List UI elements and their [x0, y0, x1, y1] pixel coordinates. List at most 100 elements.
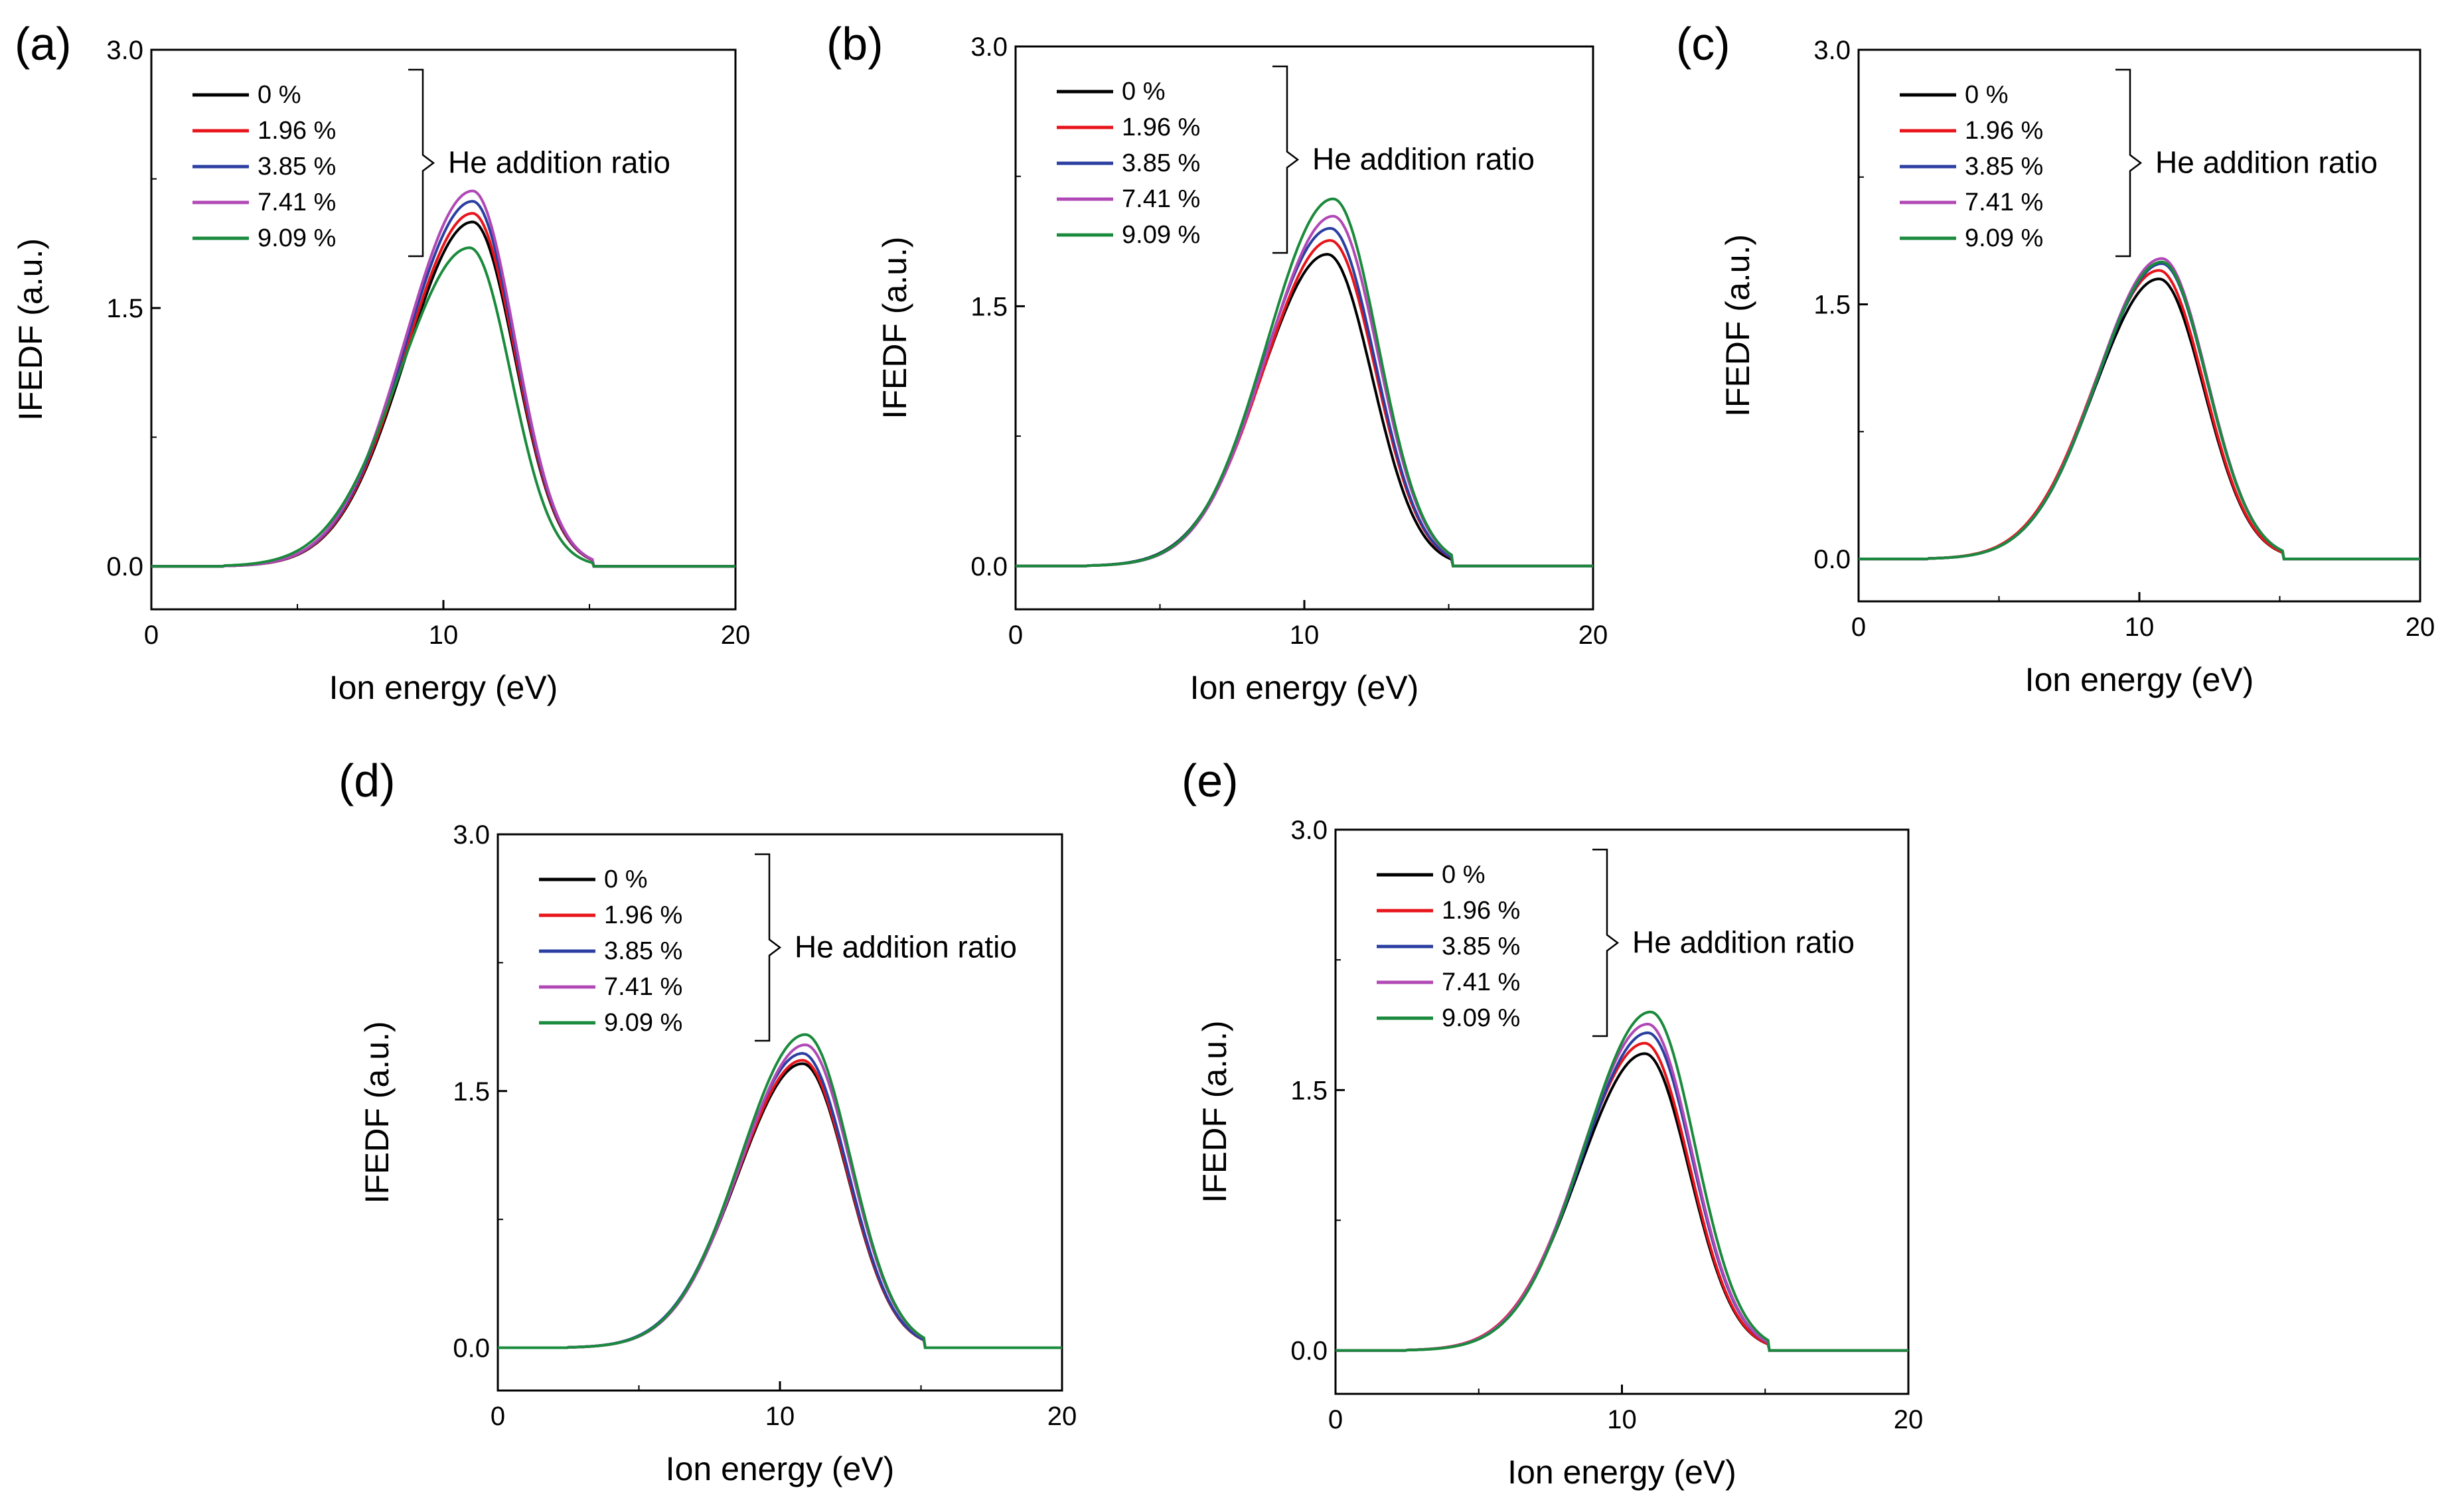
legend-label: 0 % — [604, 866, 647, 893]
y-tick-label: 1.5 — [453, 1077, 490, 1106]
series-line — [1016, 239, 1593, 567]
legend-annotation: He addition ratio — [1312, 142, 1535, 177]
series-line — [1859, 269, 2420, 561]
legend-annotation: He addition ratio — [2155, 145, 2378, 180]
series-line — [1336, 1010, 1908, 1352]
panel-label: (a) — [15, 18, 72, 70]
legend-label: 7.41 % — [1122, 185, 1200, 213]
x-tick-label: 10 — [429, 621, 459, 650]
y-tick-label: 0.0 — [970, 552, 1008, 581]
x-tick-label: 10 — [2125, 613, 2155, 642]
legend-label: 3.85 % — [1965, 153, 2043, 181]
legend-label: 9.09 % — [258, 224, 336, 252]
series-line — [1859, 277, 2420, 561]
legend-label: 1.96 % — [258, 117, 336, 145]
x-tick-label: 20 — [1047, 1402, 1077, 1431]
x-tick-label: 10 — [1607, 1405, 1637, 1434]
panel-label: (d) — [339, 755, 396, 806]
legend-label: 1.96 % — [1442, 897, 1520, 925]
y-tick-label: 1.5 — [106, 294, 143, 323]
chart-panel: (e) 0.0 1.5 3.0 0 10 20 Ion energy (eV) IFEDF (a… — [1182, 755, 1923, 1491]
y-tick-label: 1.5 — [1813, 291, 1851, 320]
legend-label: 7.41 % — [258, 189, 336, 216]
series-line — [498, 1033, 1062, 1349]
plot-frame — [1334, 828, 1910, 1395]
panel-label: (e) — [1182, 755, 1239, 806]
y-tick-label: 3.0 — [453, 820, 490, 850]
series-line — [151, 212, 735, 568]
series-line — [1016, 197, 1593, 567]
y-tick-label: 3.0 — [970, 33, 1008, 62]
series-line — [1016, 226, 1593, 567]
y-tick-label: 0.0 — [453, 1334, 490, 1363]
x-tick-label: 20 — [721, 621, 751, 650]
series-line — [1016, 214, 1593, 567]
series-line — [151, 220, 735, 568]
x-tick-label: 0 — [1851, 613, 1866, 642]
y-tick-label: 3.0 — [106, 36, 143, 65]
x-tick-label: 0 — [491, 1402, 505, 1431]
y-tick-label: 0.0 — [1813, 545, 1851, 574]
y-axis-title: IFEDF (a.u.) — [1196, 1020, 1233, 1203]
series-line — [1859, 257, 2420, 561]
legend-label: 3.85 % — [258, 153, 336, 181]
legend-label: 1.96 % — [1122, 113, 1200, 141]
legend-label: 0 % — [258, 81, 301, 109]
legend-bracket — [1592, 848, 1620, 1037]
y-axis-title: IFEDF (a.u.) — [12, 238, 49, 421]
x-axis-title: Ion energy (eV) — [2025, 661, 2254, 698]
plot-frame — [150, 48, 737, 611]
legend-label: 7.41 % — [1965, 189, 2043, 216]
legend-bracket — [1272, 65, 1300, 254]
series-line — [498, 1043, 1062, 1349]
x-tick-label: 0 — [1008, 621, 1023, 650]
legend-label: 9.09 % — [1442, 1004, 1520, 1032]
x-tick-label: 0 — [1328, 1405, 1343, 1434]
series-line — [1336, 1031, 1908, 1352]
y-axis-title: IFEDF (a.u.) — [358, 1021, 396, 1203]
legend-label: 0 % — [1122, 78, 1165, 106]
x-axis-title: Ion energy (eV) — [329, 669, 558, 706]
legend-label: 0 % — [1442, 861, 1485, 889]
y-tick-label: 3.0 — [1290, 816, 1328, 845]
legend-label: 7.41 % — [1442, 968, 1520, 996]
x-tick-label: 20 — [1894, 1405, 1924, 1434]
y-tick-label: 1.5 — [1290, 1076, 1328, 1105]
y-axis-title: IFEDF (a.u.) — [1719, 234, 1756, 417]
plot-frame — [497, 833, 1063, 1392]
series-line — [151, 200, 735, 568]
legend-annotation: He addition ratio — [1632, 925, 1855, 960]
x-tick-label: 10 — [1290, 621, 1320, 650]
legend-annotation: He addition ratio — [448, 145, 670, 180]
plot-frame — [1014, 45, 1594, 611]
legend-label: 0 % — [1965, 81, 2008, 109]
legend-annotation: He addition ratio — [795, 930, 1017, 964]
chart-panel: (c) 0.0 1.5 3.0 0 10 20 Ion energy (eV) IFEDF (a… — [1676, 18, 2435, 698]
legend-label: 9.09 % — [604, 1009, 682, 1037]
x-axis-title: Ion energy (eV) — [1507, 1454, 1736, 1491]
y-tick-label: 0.0 — [106, 552, 143, 581]
legend-bracket — [2115, 68, 2143, 258]
legend-bracket — [408, 68, 435, 258]
x-tick-label: 0 — [144, 621, 159, 650]
legend-label: 3.85 % — [1442, 933, 1520, 960]
legend-label: 1.96 % — [1965, 117, 2043, 145]
legend-label: 1.96 % — [604, 901, 682, 929]
y-tick-label: 3.0 — [1813, 36, 1851, 65]
panel-label: (b) — [826, 18, 883, 70]
x-axis-title: Ion energy (eV) — [1190, 669, 1419, 706]
legend-label: 3.85 % — [1122, 149, 1200, 177]
plot-frame — [1857, 48, 2421, 603]
x-tick-label: 10 — [765, 1402, 795, 1431]
chart-panel: (a) 0.0 1.5 3.0 0 10 20 Ion energy (eV) IFEDF (a… — [12, 18, 750, 706]
y-tick-label: 1.5 — [970, 292, 1008, 321]
series-line — [498, 1059, 1062, 1349]
legend-label: 7.41 % — [604, 973, 682, 1001]
chart-panel: (b) 0.0 1.5 3.0 0 10 20 Ion energy (eV) IFEDF (a… — [826, 18, 1608, 706]
legend-label: 9.09 % — [1965, 224, 2043, 252]
legend-label: 9.09 % — [1122, 221, 1200, 249]
legend-bracket — [755, 853, 782, 1042]
y-axis-title: IFEDF (a.u.) — [876, 236, 913, 419]
panel-label: (c) — [1676, 18, 1730, 70]
